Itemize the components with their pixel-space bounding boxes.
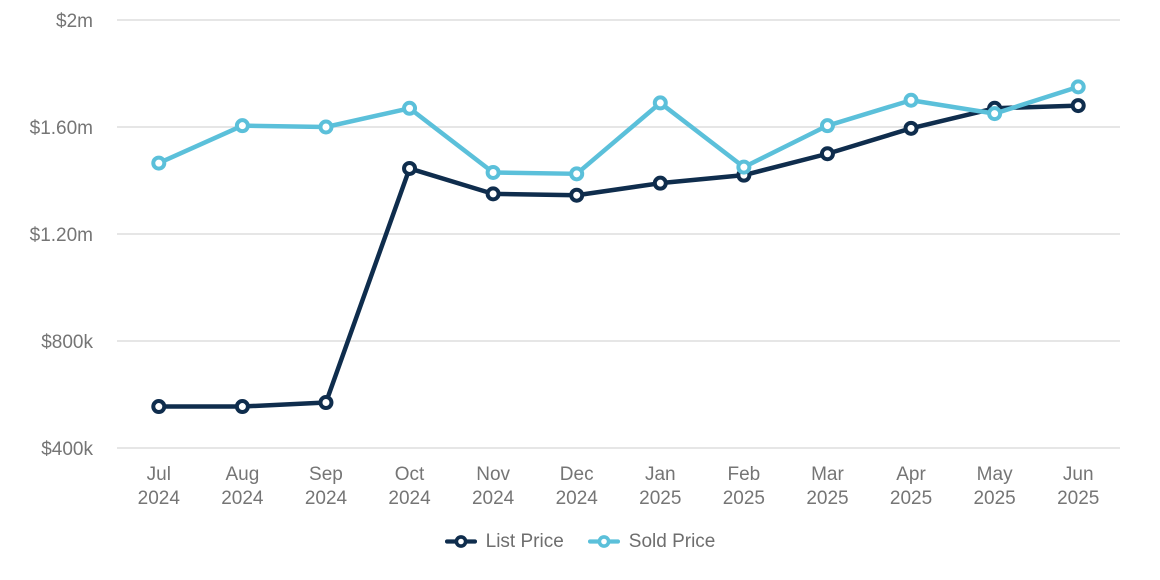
x-axis-tick-label-month: Aug	[225, 464, 259, 485]
data-point-sold-price[interactable]	[234, 118, 250, 134]
x-axis-tick-label-year: 2024	[138, 488, 181, 509]
x-axis-tick-label-year: 2025	[639, 488, 681, 509]
data-point-list-price[interactable]	[485, 186, 501, 202]
x-axis-tick-label-year: 2025	[1057, 488, 1099, 509]
data-point-sold-price[interactable]	[485, 164, 501, 180]
x-axis-tick-label-year: 2025	[890, 488, 932, 509]
y-axis-tick-label: $2m	[56, 11, 93, 32]
list-price-marker-icon	[444, 535, 477, 548]
data-point-sold-price[interactable]	[819, 118, 835, 134]
x-axis-tick-label-year: 2025	[723, 488, 765, 509]
x-axis-tick-label-month: Sep	[309, 464, 343, 485]
x-axis-tick-label-month: Jan	[645, 464, 676, 485]
data-point-list-price[interactable]	[151, 399, 167, 415]
x-axis-tick-label-month: Dec	[560, 464, 594, 485]
data-point-sold-price[interactable]	[736, 159, 752, 175]
data-point-sold-price[interactable]	[987, 106, 1003, 122]
data-point-sold-price[interactable]	[318, 119, 334, 135]
x-axis-tick-label-year: 2024	[472, 488, 515, 509]
x-axis-tick-label-month: Apr	[896, 464, 926, 485]
data-point-sold-price[interactable]	[402, 100, 418, 116]
y-axis-tick-label: $400k	[41, 439, 93, 460]
data-point-list-price[interactable]	[318, 395, 334, 411]
legend-label-sold-price: Sold Price	[628, 531, 716, 552]
x-axis-tick-label-month: Feb	[728, 464, 761, 485]
x-axis-tick-label-month: May	[977, 464, 1013, 485]
x-axis-tick-label-year: 2024	[305, 488, 348, 509]
x-axis-tick-label-month: Jun	[1063, 464, 1094, 485]
data-point-sold-price[interactable]	[1070, 79, 1086, 95]
x-axis-tick-label-year: 2025	[806, 488, 848, 509]
x-axis-tick-label-month: Nov	[476, 464, 510, 485]
series-line-sold-price	[156, 84, 1081, 177]
y-axis-tick-label: $1.60m	[30, 118, 93, 139]
data-point-sold-price[interactable]	[903, 92, 919, 108]
y-axis-tick-label: $800k	[41, 332, 93, 353]
x-axis-tick-label-month: Oct	[395, 464, 425, 485]
data-point-list-price[interactable]	[402, 160, 418, 176]
data-point-sold-price[interactable]	[652, 95, 668, 111]
legend: List Price Sold Price	[0, 532, 1160, 551]
x-axis-tick-label-year: 2024	[388, 488, 431, 509]
data-point-list-price[interactable]	[234, 399, 250, 415]
sold-price-marker-icon	[587, 535, 620, 548]
legend-item-sold-price[interactable]: Sold Price	[587, 531, 716, 552]
data-point-list-price[interactable]	[569, 187, 585, 203]
y-axis-tick-label: $1.20m	[30, 225, 93, 246]
x-axis-tick-label-year: 2025	[973, 488, 1015, 509]
data-point-sold-price[interactable]	[569, 166, 585, 182]
data-point-list-price[interactable]	[819, 146, 835, 162]
legend-item-list-price[interactable]: List Price	[444, 531, 564, 552]
x-axis-tick-label-year: 2024	[221, 488, 264, 509]
data-point-sold-price[interactable]	[151, 155, 167, 171]
x-axis-tick-label-month: Mar	[811, 464, 844, 485]
x-axis-tick-label-month: Jul	[147, 464, 171, 485]
series-line-list-price	[156, 103, 1081, 409]
data-point-list-price[interactable]	[903, 120, 919, 136]
x-axis-tick-label-year: 2024	[556, 488, 599, 509]
data-point-list-price[interactable]	[652, 175, 668, 191]
legend-label-list-price: List Price	[485, 531, 564, 552]
data-point-list-price[interactable]	[1070, 98, 1086, 114]
